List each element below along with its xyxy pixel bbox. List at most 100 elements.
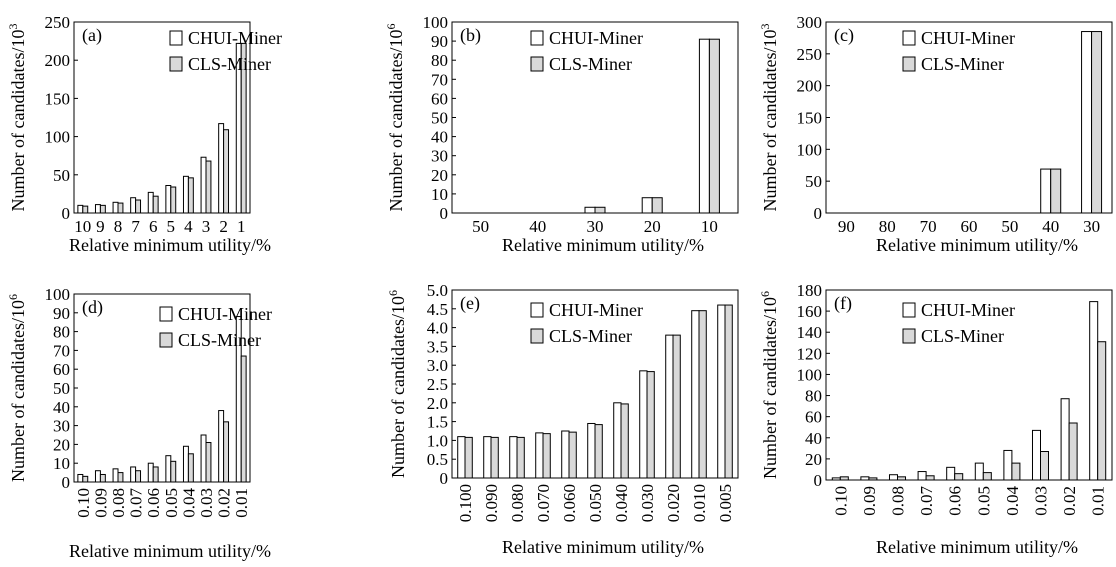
- y-tick-label: 0: [62, 473, 71, 492]
- legend-swatch-cls-miner: [902, 328, 916, 344]
- bar-cls-miner-0.03: [1040, 451, 1050, 481]
- x-tick-label: 30: [587, 217, 604, 236]
- x-tick-label: 0.04: [179, 488, 198, 518]
- x-tick-label: 0.07: [127, 488, 146, 518]
- bar-cls-miner-0.07: [135, 470, 142, 483]
- bar-cls-miner-5: [170, 186, 177, 214]
- x-tick-label: 50: [1001, 217, 1018, 236]
- bar-cls-miner-0.01: [1097, 341, 1107, 481]
- x-tick-label: 5: [167, 217, 176, 236]
- y-tick-label: 250: [45, 13, 71, 32]
- y-tick-label: 100: [797, 365, 823, 384]
- plot-frame: [825, 21, 1113, 214]
- plot-frame: [825, 289, 1113, 481]
- y-tick-label: 0: [814, 204, 823, 223]
- bar-chui-miner-0.100: [457, 436, 466, 479]
- legend-swatch-cls-miner: [530, 56, 544, 72]
- x-tick-label: 0.100: [456, 484, 475, 522]
- panel-label: (c): [834, 25, 854, 46]
- chart-panel-f: 0 20 40 60 80 100 120 140 160 180 Number of candid…: [758, 281, 1113, 557]
- y-tick-label: 0: [440, 469, 449, 488]
- y-tick-label: 70: [53, 341, 70, 360]
- x-tick-label: 8: [114, 217, 123, 236]
- bar-cls-miner-0.09: [868, 477, 878, 481]
- y-tick-label: 3.5: [427, 337, 448, 356]
- bar-chui-miner-10: [77, 204, 84, 214]
- x-tick-label: 0.07: [917, 486, 936, 516]
- bar-cls-miner-0.090: [490, 436, 499, 479]
- x-tick-label: 80: [879, 217, 896, 236]
- y-axis-label-exponent: 6: [758, 291, 772, 297]
- y-tick-label: 100: [45, 285, 71, 304]
- bar-chui-miner-0.10: [831, 477, 841, 481]
- legend-swatch-chui-miner: [530, 30, 544, 46]
- legend-label-chui-miner: CHUI-Miner: [549, 28, 643, 48]
- bar-chui-miner-0.04: [1003, 449, 1013, 481]
- x-tick-label: 9: [96, 217, 105, 236]
- y-tick-label: 90: [431, 32, 448, 51]
- x-tick-label: 0.05: [162, 488, 181, 518]
- bar-cls-miner-30: [1091, 31, 1103, 214]
- legend-label-cls-miner: CLS-Miner: [549, 326, 632, 346]
- x-tick-label: 0.070: [534, 484, 553, 522]
- legend-swatch-cls-miner: [169, 56, 183, 72]
- bar-cls-miner-0.02: [1068, 422, 1078, 481]
- bar-chui-miner-0.080: [509, 436, 518, 479]
- bar-cls-miner-0.03: [205, 442, 212, 483]
- y-axis-label: Number of candidates/106: [6, 294, 28, 482]
- y-tick-label: 0: [440, 204, 449, 223]
- bar-chui-miner-0.090: [483, 436, 492, 479]
- bar-cls-miner-0.050: [594, 424, 603, 479]
- bar-chui-miner-0.03: [1031, 429, 1041, 481]
- legend-label-cls-miner: CLS-Miner: [921, 54, 1004, 74]
- x-tick-label: 2: [219, 217, 228, 236]
- y-tick-label: 40: [53, 398, 70, 417]
- bar-chui-miner-7: [130, 197, 137, 214]
- y-tick-label: 160: [797, 302, 823, 321]
- x-tick-label: 0.03: [1032, 486, 1051, 516]
- bar-chui-miner-0.08: [888, 474, 899, 481]
- panel-label: (a): [82, 25, 102, 46]
- y-tick-label: 40: [805, 429, 822, 448]
- x-tick-label: 0.09: [860, 486, 879, 516]
- x-tick-label: 0.01: [1089, 486, 1108, 516]
- y-tick-label: 100: [797, 140, 823, 159]
- bar-cls-miner-30: [594, 206, 606, 214]
- y-tick-label: 50: [805, 172, 822, 191]
- legend-swatch-cls-miner: [530, 328, 544, 344]
- bar-chui-miner-0.005: [717, 304, 726, 479]
- y-axis-label-exponent: 6: [6, 294, 20, 300]
- x-tick-label: 0.04: [1003, 486, 1022, 516]
- x-tick-label: 0.03: [197, 488, 216, 518]
- bar-chui-miner-40: [1040, 168, 1052, 214]
- bar-chui-miner-0.09: [860, 476, 870, 481]
- y-axis-label-text: Number of candidates/10: [760, 297, 780, 479]
- bar-chui-miner-0.050: [587, 422, 596, 479]
- y-tick-label: 80: [53, 323, 70, 342]
- y-axis-label: Number of candidates/106: [384, 24, 406, 212]
- bar-cls-miner-0.05: [982, 472, 992, 481]
- y-axis-label-text: Number of candidates/10: [8, 30, 28, 212]
- x-tick-label: 7: [131, 217, 140, 236]
- y-axis-label: Number of candidates/106: [758, 291, 780, 479]
- bar-cls-miner-0.01: [240, 355, 247, 483]
- bar-chui-miner-2: [218, 123, 225, 214]
- x-tick-label: 10: [74, 217, 91, 236]
- y-tick-label: 60: [53, 360, 70, 379]
- bar-cls-miner-0.02: [223, 421, 230, 483]
- y-tick-label: 300: [797, 13, 823, 32]
- bar-cls-miner-7: [135, 199, 142, 214]
- y-axis-label: Number of candidates/106: [386, 290, 408, 478]
- x-tick-label: 0.02: [1060, 486, 1079, 516]
- y-tick-label: 40: [431, 128, 448, 147]
- y-axis-label-text: Number of candidates/10: [760, 30, 780, 212]
- bar-cls-miner-40: [1050, 168, 1062, 214]
- bar-chui-miner-0.02: [218, 410, 225, 483]
- legend-swatch-chui-miner: [902, 302, 916, 318]
- x-tick-label: 0.09: [91, 488, 110, 518]
- legend-swatch-cls-miner: [159, 332, 173, 348]
- y-tick-label: 2.5: [427, 375, 448, 394]
- bar-chui-miner-0.07: [130, 466, 137, 483]
- bar-chui-miner-0.03: [200, 434, 207, 483]
- bar-chui-miner-0.05: [974, 462, 984, 481]
